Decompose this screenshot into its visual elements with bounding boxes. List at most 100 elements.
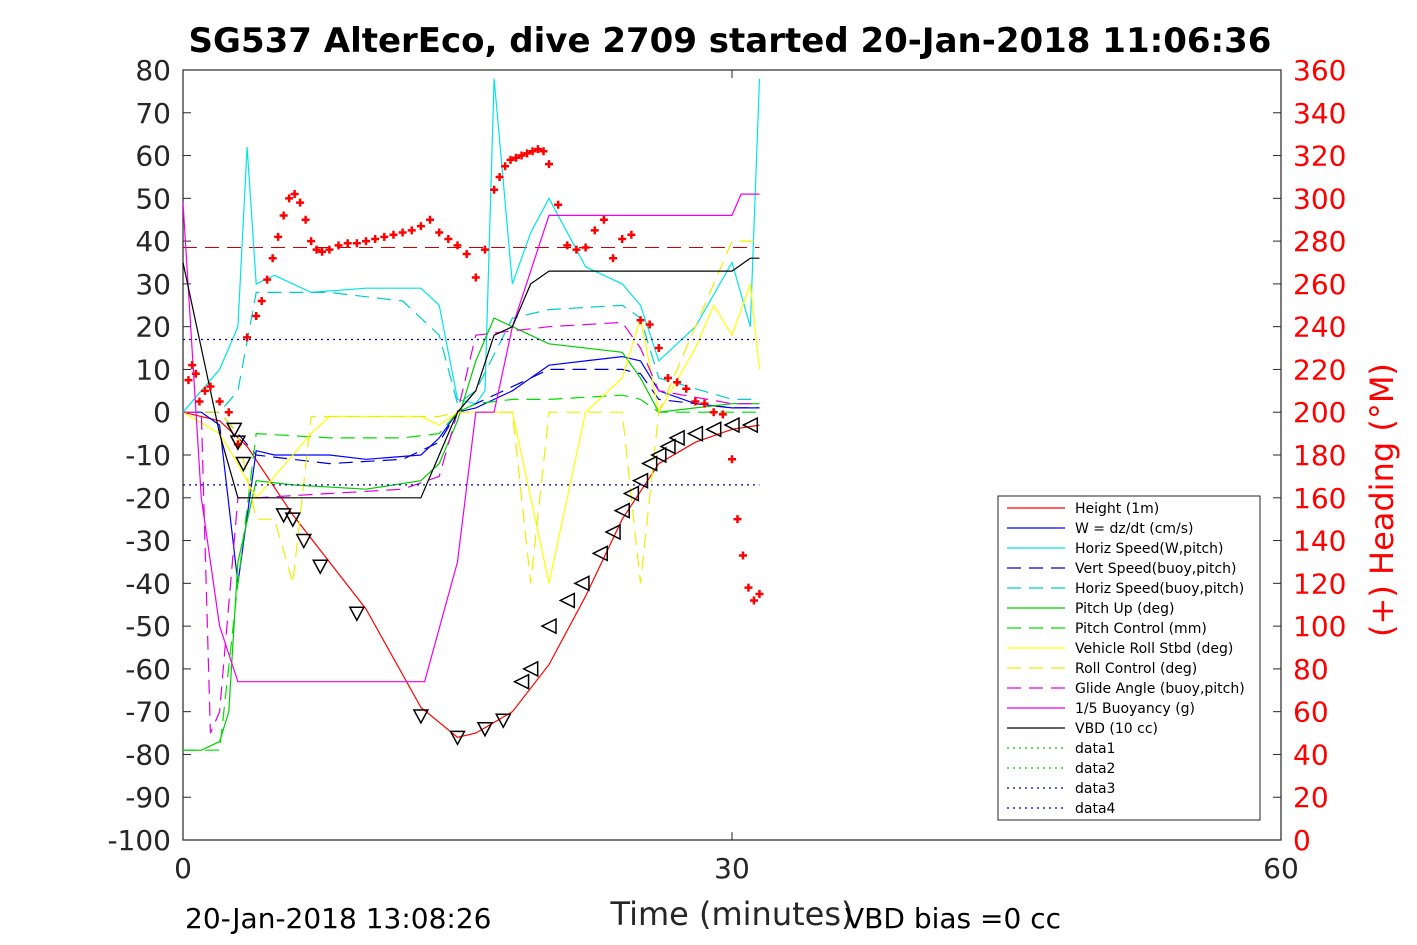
y-tick-label: -30 xyxy=(125,525,171,558)
heading-marker xyxy=(243,333,252,342)
heading-marker xyxy=(512,153,521,162)
y2-tick-label: 160 xyxy=(1293,482,1346,515)
series-layer xyxy=(182,78,761,751)
heading-marker xyxy=(517,151,526,160)
heading-marker xyxy=(352,239,361,248)
heading-marker xyxy=(691,397,700,406)
y-tick-label: -70 xyxy=(125,696,171,729)
heading-marker xyxy=(718,410,727,419)
legend-label: Pitch Up (deg) xyxy=(1075,601,1174,617)
legend-label: VBD (10 cc) xyxy=(1075,721,1158,737)
depth-marker xyxy=(235,456,252,473)
heading-marker xyxy=(554,200,563,209)
heading-marker xyxy=(407,226,416,235)
heading-marker xyxy=(682,384,691,393)
y-tick-label: 20 xyxy=(135,311,171,344)
legend-label: W = dz/dt (cm/s) xyxy=(1075,521,1194,537)
heading-marker xyxy=(453,241,462,250)
heading-marker xyxy=(362,237,370,246)
y2-tick-label: 240 xyxy=(1293,311,1346,344)
legend-label: Height (1m) xyxy=(1075,501,1159,517)
x-axis-label: Time (minutes) xyxy=(610,895,854,933)
heading-marker xyxy=(343,239,352,248)
y-tick-label: -50 xyxy=(125,610,171,643)
heading-marker xyxy=(709,408,718,417)
series-line xyxy=(183,368,760,465)
heading-marker xyxy=(733,515,742,524)
y-tick-label: -20 xyxy=(125,482,171,515)
legend-label: 1/5 Buoyancy (g) xyxy=(1075,701,1195,717)
y-tick-label: -90 xyxy=(125,781,171,814)
right-axis-label: (+) Heading (°M) xyxy=(1363,363,1401,637)
heading-marker xyxy=(334,241,343,250)
depth-marker xyxy=(522,660,539,678)
heading-marker xyxy=(700,399,709,408)
y-tick-label: 0 xyxy=(153,396,171,429)
y2-tick-label: 340 xyxy=(1293,97,1346,130)
heading-marker xyxy=(318,247,327,256)
legend: Height (1m) W = dz/dt (cm/s) Horiz Speed(W… xyxy=(997,495,1261,821)
depth-marker xyxy=(591,545,608,562)
y2-tick-label: 0 xyxy=(1293,824,1311,857)
y2-tick-label: 40 xyxy=(1293,738,1329,771)
heading-marker xyxy=(296,198,305,207)
heading-marker xyxy=(563,241,572,250)
heading-marker xyxy=(490,185,499,194)
heading-marker xyxy=(755,590,764,599)
heading-marker xyxy=(274,232,283,241)
depth-marker xyxy=(659,438,676,455)
y2-tick-label: 80 xyxy=(1293,653,1329,686)
heading-marker xyxy=(380,232,389,241)
legend-label: Roll Control (deg) xyxy=(1075,661,1197,677)
depth-marker xyxy=(573,575,590,592)
y-tick-label: -10 xyxy=(125,439,171,472)
depth-marker xyxy=(295,533,313,550)
heading-marker xyxy=(389,230,398,239)
series-line xyxy=(182,78,761,413)
y2-tick-label: 320 xyxy=(1293,140,1346,173)
series-line xyxy=(183,321,760,734)
heading-marker xyxy=(290,190,299,199)
y-tick-label: -100 xyxy=(107,824,171,857)
heading-marker xyxy=(195,397,204,406)
legend-label: Pitch Control (mm) xyxy=(1075,621,1207,637)
y-tick-label: -80 xyxy=(125,738,171,771)
heading-marker xyxy=(609,254,618,263)
heading-marker xyxy=(480,245,489,254)
heading-marker xyxy=(495,172,504,181)
y2-tick-label: 140 xyxy=(1293,525,1346,558)
y2-tick-label: 120 xyxy=(1293,567,1346,600)
heading-marker xyxy=(426,215,435,224)
heading-marker xyxy=(645,320,654,329)
y-tick-label: 10 xyxy=(135,353,171,386)
y2-tick-label: 260 xyxy=(1293,268,1346,301)
heading-marker xyxy=(398,228,407,237)
heading-marker xyxy=(184,376,193,385)
heading-marker xyxy=(599,215,608,224)
heading-marker xyxy=(572,245,581,254)
depth-marker xyxy=(558,592,576,609)
series-line xyxy=(183,291,760,413)
legend-label: data1 xyxy=(1075,741,1115,757)
depth-marker xyxy=(631,472,649,489)
depth-marker xyxy=(494,713,512,729)
y-tick-label: -60 xyxy=(125,653,171,686)
heading-marker xyxy=(673,378,682,387)
heading-marker xyxy=(215,397,224,406)
depth-marker xyxy=(229,435,247,451)
series-line xyxy=(182,257,760,499)
y-tick-label: 60 xyxy=(135,140,171,173)
heading-marker xyxy=(416,222,425,231)
heading-marker xyxy=(279,211,288,220)
legend-label: data2 xyxy=(1075,761,1115,777)
depth-marker xyxy=(348,606,366,622)
heading-marker xyxy=(257,297,266,305)
depth-marker xyxy=(225,422,243,438)
chart-title: SG537 AlterEco, dive 2709 started 20-Jan… xyxy=(189,21,1272,61)
y2-tick-label: 100 xyxy=(1293,610,1346,643)
heading-marker xyxy=(534,145,543,154)
depth-marker xyxy=(705,421,722,438)
y2-tick-label: 20 xyxy=(1293,781,1329,814)
y-tick-label: 40 xyxy=(135,225,171,258)
